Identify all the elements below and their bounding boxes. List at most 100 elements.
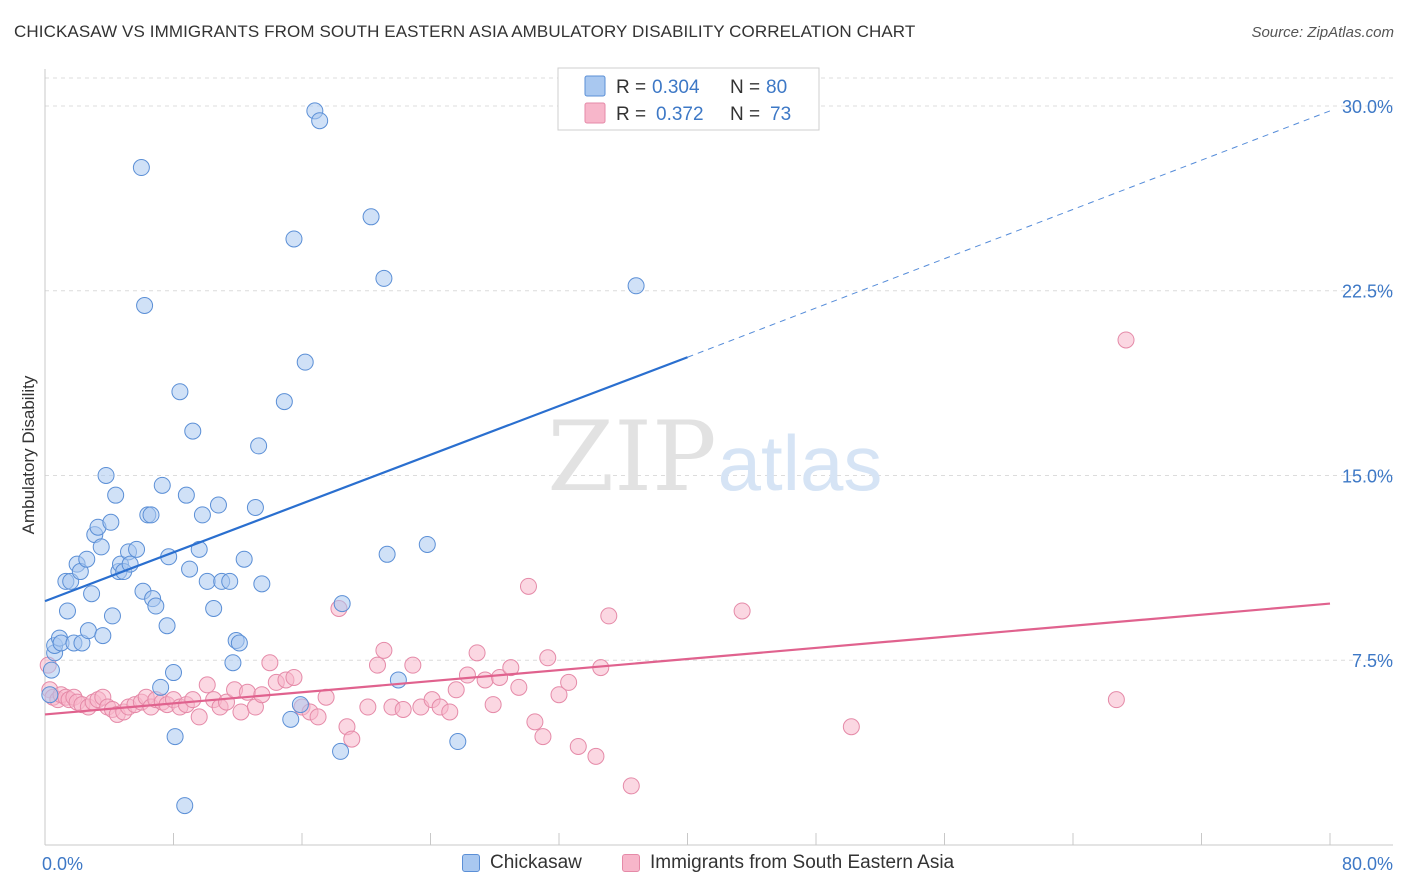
chickasaw-point-0 bbox=[41, 686, 59, 704]
trend-lines bbox=[44, 110, 1331, 716]
immigrants-point-56 bbox=[404, 656, 422, 674]
legend-chickasaw-label: Chickasaw bbox=[490, 852, 582, 873]
chickasaw-point-36 bbox=[147, 597, 165, 615]
immigrants-point-71 bbox=[534, 728, 552, 746]
immigrants-point-82 bbox=[1107, 691, 1125, 709]
chickasaw-point-48 bbox=[190, 540, 208, 558]
legend-item-chickasaw[interactable]: Chickasaw bbox=[462, 852, 582, 874]
chickasaw-point-18 bbox=[92, 538, 110, 556]
immigrants-point-68 bbox=[510, 678, 528, 696]
watermark: ZIP atlas bbox=[547, 401, 882, 513]
x-tick-label-1: 80.0% bbox=[1342, 854, 1393, 874]
immigrants-point-50 bbox=[343, 730, 361, 748]
legend-immigrants-label: Immigrants from South Eastern Asia bbox=[650, 852, 955, 873]
y-tick-label-3: 30.0% bbox=[1342, 97, 1393, 117]
chickasaw-point-60 bbox=[250, 437, 268, 455]
legend-chickasaw-swatch bbox=[584, 75, 606, 97]
chickasaw-point-50 bbox=[198, 572, 216, 590]
y-axis-label: Ambulatory Disability bbox=[19, 375, 38, 534]
chickasaw-point-61 bbox=[253, 575, 271, 593]
immigrants-point-74 bbox=[560, 673, 578, 691]
legend-item-immigrants[interactable]: Immigrants from South Eastern Asia bbox=[622, 852, 954, 874]
chickasaw-point-72 bbox=[375, 269, 393, 287]
chickasaw-trend-line bbox=[44, 356, 688, 603]
y-tick-label-2: 22.5% bbox=[1342, 282, 1393, 302]
chickasaw-point-29 bbox=[128, 540, 146, 558]
chickasaw-point-45 bbox=[177, 486, 195, 504]
chickasaw-point-21 bbox=[102, 513, 120, 531]
chart-title: CHICKASAW VS IMMIGRANTS FROM SOUTH EASTE… bbox=[14, 22, 916, 41]
immigrants-point-83 bbox=[1117, 331, 1135, 349]
immigrants-point-64 bbox=[476, 671, 494, 689]
legend-immigrants-marker bbox=[622, 854, 640, 872]
chickasaw-point-34 bbox=[142, 506, 160, 524]
chickasaw-point-54 bbox=[221, 572, 239, 590]
chickasaw-point-30 bbox=[132, 159, 150, 177]
legend-chickasaw-n-label: N = bbox=[730, 77, 760, 98]
immigrants-point-66 bbox=[491, 668, 509, 686]
chickasaw-point-57 bbox=[230, 634, 248, 652]
chickasaw-point-66 bbox=[296, 353, 314, 371]
chickasaw-point-38 bbox=[153, 476, 171, 494]
chickasaw-point-14 bbox=[79, 622, 97, 640]
immigrants-point-65 bbox=[484, 696, 502, 714]
grid-layer bbox=[45, 77, 1395, 661]
correlation-legend: R = 0.304 N = 80 R = 0.372 N = 73 bbox=[557, 67, 820, 131]
chickasaw-point-69 bbox=[332, 742, 350, 760]
y-tick-label-0: 7.5% bbox=[1352, 651, 1393, 671]
immigrants-point-29 bbox=[184, 691, 202, 709]
legend-chickasaw-marker bbox=[462, 854, 480, 872]
immigrants-point-55 bbox=[394, 701, 412, 719]
immigrants-point-75 bbox=[569, 737, 587, 755]
immigrants-point-30 bbox=[190, 708, 208, 726]
chickasaw-point-63 bbox=[282, 710, 300, 728]
legend-immigrants-r-label: R = bbox=[616, 104, 646, 125]
immigrants-point-72 bbox=[539, 649, 557, 667]
immigrants-point-43 bbox=[285, 668, 303, 686]
legend-immigrants-swatch bbox=[584, 102, 606, 124]
immigrants-point-80 bbox=[733, 602, 751, 620]
chickasaw-point-7 bbox=[58, 602, 76, 620]
chickasaw-point-71 bbox=[362, 208, 380, 226]
immigrants-point-62 bbox=[458, 666, 476, 684]
legend-immigrants-r-value: 0.372 bbox=[656, 104, 704, 125]
chickasaw-point-76 bbox=[449, 733, 467, 751]
immigrants-point-78 bbox=[600, 607, 618, 625]
chickasaw-point-32 bbox=[136, 296, 154, 314]
immigrants-point-69 bbox=[519, 577, 537, 595]
chickasaw-point-15 bbox=[83, 585, 101, 603]
immigrants-point-70 bbox=[526, 713, 544, 731]
chickasaw-point-62 bbox=[275, 393, 293, 411]
chickasaw-point-46 bbox=[181, 560, 199, 578]
immigrants-point-52 bbox=[368, 656, 386, 674]
chickasaw-point-65 bbox=[291, 696, 309, 714]
immigrants-point-81 bbox=[842, 718, 860, 736]
series-legend: Chickasaw Immigrants from South Eastern … bbox=[0, 852, 1406, 876]
immigrants-point-79 bbox=[622, 777, 640, 795]
immigrants-point-67 bbox=[502, 659, 520, 677]
chickasaw-point-23 bbox=[107, 486, 125, 504]
chickasaw-point-13 bbox=[78, 550, 96, 568]
chickasaw-point-49 bbox=[193, 506, 211, 524]
series-chickasaw-points bbox=[41, 102, 645, 815]
chickasaw-point-19 bbox=[94, 627, 112, 645]
y-tick-label-1: 15.0% bbox=[1342, 466, 1393, 486]
immigrants-point-46 bbox=[309, 708, 327, 726]
watermark-atlas: atlas bbox=[718, 419, 883, 507]
legend-chickasaw-r-label: R = bbox=[616, 77, 646, 98]
chickasaw-point-55 bbox=[224, 654, 242, 672]
immigrants-trend-line bbox=[44, 602, 1331, 716]
chickasaw-point-52 bbox=[209, 496, 227, 514]
chickasaw-point-70 bbox=[333, 595, 351, 613]
immigrants-point-76 bbox=[587, 747, 605, 765]
immigrants-point-63 bbox=[468, 644, 486, 662]
immigrants-point-61 bbox=[447, 681, 465, 699]
immigrants-point-40 bbox=[261, 654, 279, 672]
chickasaw-point-59 bbox=[246, 499, 264, 517]
chickasaw-point-68 bbox=[311, 112, 329, 130]
source-label: Source: ZipAtlas.com bbox=[1251, 24, 1394, 41]
legend-chickasaw-n-value: 80 bbox=[766, 77, 787, 98]
legend-immigrants-n-label: N = bbox=[730, 104, 760, 125]
immigrants-point-31 bbox=[198, 676, 216, 694]
